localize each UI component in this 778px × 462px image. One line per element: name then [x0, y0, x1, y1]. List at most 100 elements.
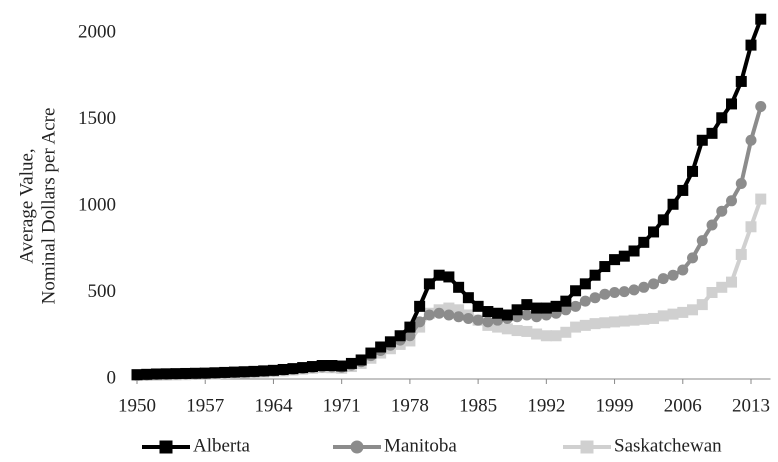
data-point: [355, 354, 367, 366]
x-tick-label: 1978: [391, 395, 429, 416]
data-point: [472, 314, 484, 326]
data-point: [453, 281, 465, 293]
data-point: [560, 304, 572, 316]
data-point: [648, 312, 660, 324]
data-point: [735, 178, 747, 190]
data-point: [550, 300, 562, 312]
data-point: [687, 165, 699, 177]
data-point: [501, 323, 513, 335]
data-point: [609, 316, 621, 328]
data-point: [531, 302, 543, 314]
data-point: [189, 367, 201, 379]
data-point: [618, 250, 630, 262]
data-point: [326, 360, 338, 372]
data-point: [657, 214, 669, 226]
data-point: [170, 368, 182, 380]
x-tick-label: 1964: [254, 395, 293, 416]
data-point: [287, 363, 299, 375]
data-point: [209, 367, 221, 379]
data-point: [199, 367, 211, 379]
data-point: [716, 112, 728, 124]
data-point: [657, 273, 669, 285]
data-point: [755, 101, 767, 113]
data-point: [492, 307, 504, 319]
data-point: [609, 287, 621, 298]
data-point: [579, 295, 591, 307]
y-tick-label: 0: [107, 367, 117, 388]
data-point: [628, 314, 640, 326]
data-point: [570, 300, 582, 312]
data-point: [306, 361, 318, 373]
x-tick-label: 1985: [459, 395, 497, 416]
data-point: [609, 254, 621, 266]
data-point: [599, 261, 611, 273]
data-point: [482, 316, 494, 328]
y-tick-label: 500: [88, 281, 117, 302]
x-tick-label: 1999: [596, 395, 634, 416]
data-point: [755, 193, 767, 205]
data-point: [745, 134, 757, 146]
data-point: [433, 307, 445, 319]
y-axis-label: Nominal Dollars per Acre: [38, 108, 59, 305]
x-tick-label: 2013: [732, 395, 770, 416]
data-point: [618, 315, 630, 327]
data-point: [696, 134, 708, 146]
data-point: [696, 235, 708, 247]
data-point: [687, 252, 699, 264]
data-point: [579, 319, 591, 331]
data-point: [726, 276, 738, 288]
x-tick-label: 1950: [118, 395, 156, 416]
data-point: [150, 368, 162, 380]
data-point: [716, 281, 728, 293]
data-point: [248, 365, 260, 377]
data-point: [219, 366, 231, 378]
data-point: [589, 292, 601, 304]
data-point: [706, 127, 718, 139]
data-point: [667, 198, 679, 210]
data-point: [677, 306, 689, 318]
data-point: [540, 330, 552, 342]
data-point: [589, 318, 601, 330]
data-point: [570, 285, 582, 297]
data-point: [423, 278, 435, 290]
data-point: [745, 221, 757, 233]
data-point: [384, 336, 396, 348]
data-point: [579, 278, 591, 290]
data-point: [365, 347, 377, 359]
data-point: [443, 271, 455, 283]
data-point: [726, 195, 738, 207]
data-point: [570, 321, 582, 333]
legend-marker: [580, 440, 594, 454]
data-point: [297, 362, 309, 374]
data-point: [141, 368, 153, 380]
data-point: [677, 264, 689, 276]
y-tick-label: 1500: [78, 108, 116, 129]
legend-label: Saskatchewan: [614, 435, 722, 456]
data-point: [511, 325, 523, 337]
data-point: [462, 292, 474, 304]
data-point: [414, 300, 426, 312]
series-line: [136, 198, 763, 378]
data-point: [404, 321, 416, 333]
data-point: [472, 300, 484, 312]
data-point: [540, 302, 552, 314]
data-point: [404, 330, 416, 342]
data-point: [755, 13, 767, 25]
data-point: [131, 369, 143, 381]
data-point: [501, 309, 513, 321]
data-point: [716, 205, 728, 217]
data-point: [735, 75, 747, 87]
data-point: [345, 357, 357, 369]
data-point: [735, 248, 747, 260]
data-point: [696, 299, 708, 311]
data-point: [599, 288, 611, 300]
data-point: [375, 341, 387, 353]
data-point: [521, 325, 533, 337]
data-point: [482, 306, 494, 318]
data-point: [628, 245, 640, 257]
data-point: [638, 236, 650, 248]
data-point: [677, 184, 689, 196]
y-axis-label: Average Value,: [16, 148, 37, 263]
legend-marker: [159, 440, 173, 454]
